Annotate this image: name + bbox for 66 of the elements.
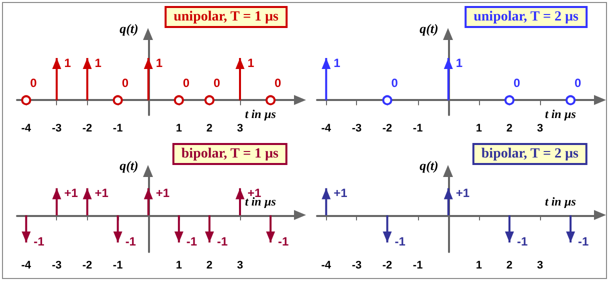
data-label: 0 [213, 76, 220, 90]
x-tick-label: -2 [382, 122, 392, 134]
data-label: +1 [64, 186, 78, 200]
data-label: 0 [274, 76, 282, 90]
data-label: 1 [334, 56, 341, 70]
x-tick-label: -3 [52, 122, 62, 134]
data-label: -1 [516, 234, 528, 248]
x-tick-label: 1 [176, 260, 182, 272]
x-tick-label: 3 [236, 122, 244, 134]
x-tick-label: -3 [352, 122, 362, 134]
data-label: +1 [456, 186, 470, 200]
x-tick-label: -2 [382, 260, 392, 272]
y-axis-title: q(t) [420, 21, 438, 36]
data-label: -1 [394, 234, 406, 248]
data-label: 0 [182, 76, 190, 90]
x-axis-title: t in µs [545, 107, 576, 122]
x-tick-label: 2 [506, 260, 513, 272]
x-tick-label: -3 [52, 260, 62, 272]
data-label: -1 [186, 234, 198, 248]
x-tick-label: -1 [112, 122, 123, 134]
x-tick-label: 3 [536, 122, 544, 134]
x-tick-label: 1 [176, 122, 182, 134]
data-label: -1 [578, 234, 590, 248]
x-axis-title: t in µs [245, 107, 276, 122]
x-tick-label: 2 [206, 122, 213, 134]
data-label: 0 [513, 76, 520, 90]
x-tick-label: -1 [412, 122, 423, 134]
chart-title: bipolar, T = 2 µs [481, 146, 580, 162]
chart-title: bipolar, T = 1 µs [181, 146, 280, 162]
x-tick-label: 2 [206, 260, 213, 272]
chart-title: unipolar, T = 2 µs [474, 10, 580, 24]
x-tick-label: -4 [321, 260, 332, 272]
x-tick-label: -4 [321, 122, 332, 134]
x-tick-label: -4 [21, 122, 32, 134]
y-axis-title: q(t) [120, 21, 138, 36]
data-label: 0 [391, 76, 398, 90]
x-tick-label: -3 [352, 260, 362, 272]
data-label: 1 [456, 56, 463, 70]
data-label: 0 [30, 76, 38, 90]
data-label: -1 [34, 234, 45, 248]
x-tick-label: -4 [21, 260, 32, 272]
x-tick-label: -2 [82, 122, 92, 134]
x-tick-label: 2 [506, 122, 513, 134]
data-label: 1 [64, 56, 72, 70]
x-tick-label: 1 [476, 122, 482, 134]
x-tick-label: 3 [236, 260, 244, 272]
data-label: 0 [574, 76, 582, 90]
data-label: +1 [156, 186, 170, 200]
data-label: +1 [94, 186, 109, 200]
chart-title: unipolar, T = 1 µs [174, 10, 280, 24]
data-label: -1 [216, 234, 228, 248]
data-label: -1 [125, 234, 136, 248]
x-tick-label: -1 [412, 260, 423, 272]
x-axis-title: t in µs [545, 194, 576, 208]
x-tick-label: -1 [112, 260, 123, 272]
data-label: 1 [156, 56, 163, 70]
data-label: -1 [278, 234, 290, 248]
data-label: 1 [248, 56, 255, 70]
y-axis-title: q(t) [120, 158, 138, 173]
data-label: +1 [334, 186, 348, 200]
data-label: 0 [122, 76, 129, 90]
x-tick-label: 1 [476, 260, 482, 272]
data-label: 1 [94, 56, 102, 70]
x-tick-label: 3 [536, 260, 544, 272]
x-tick-label: -2 [82, 260, 92, 272]
y-axis-title: q(t) [420, 158, 438, 173]
